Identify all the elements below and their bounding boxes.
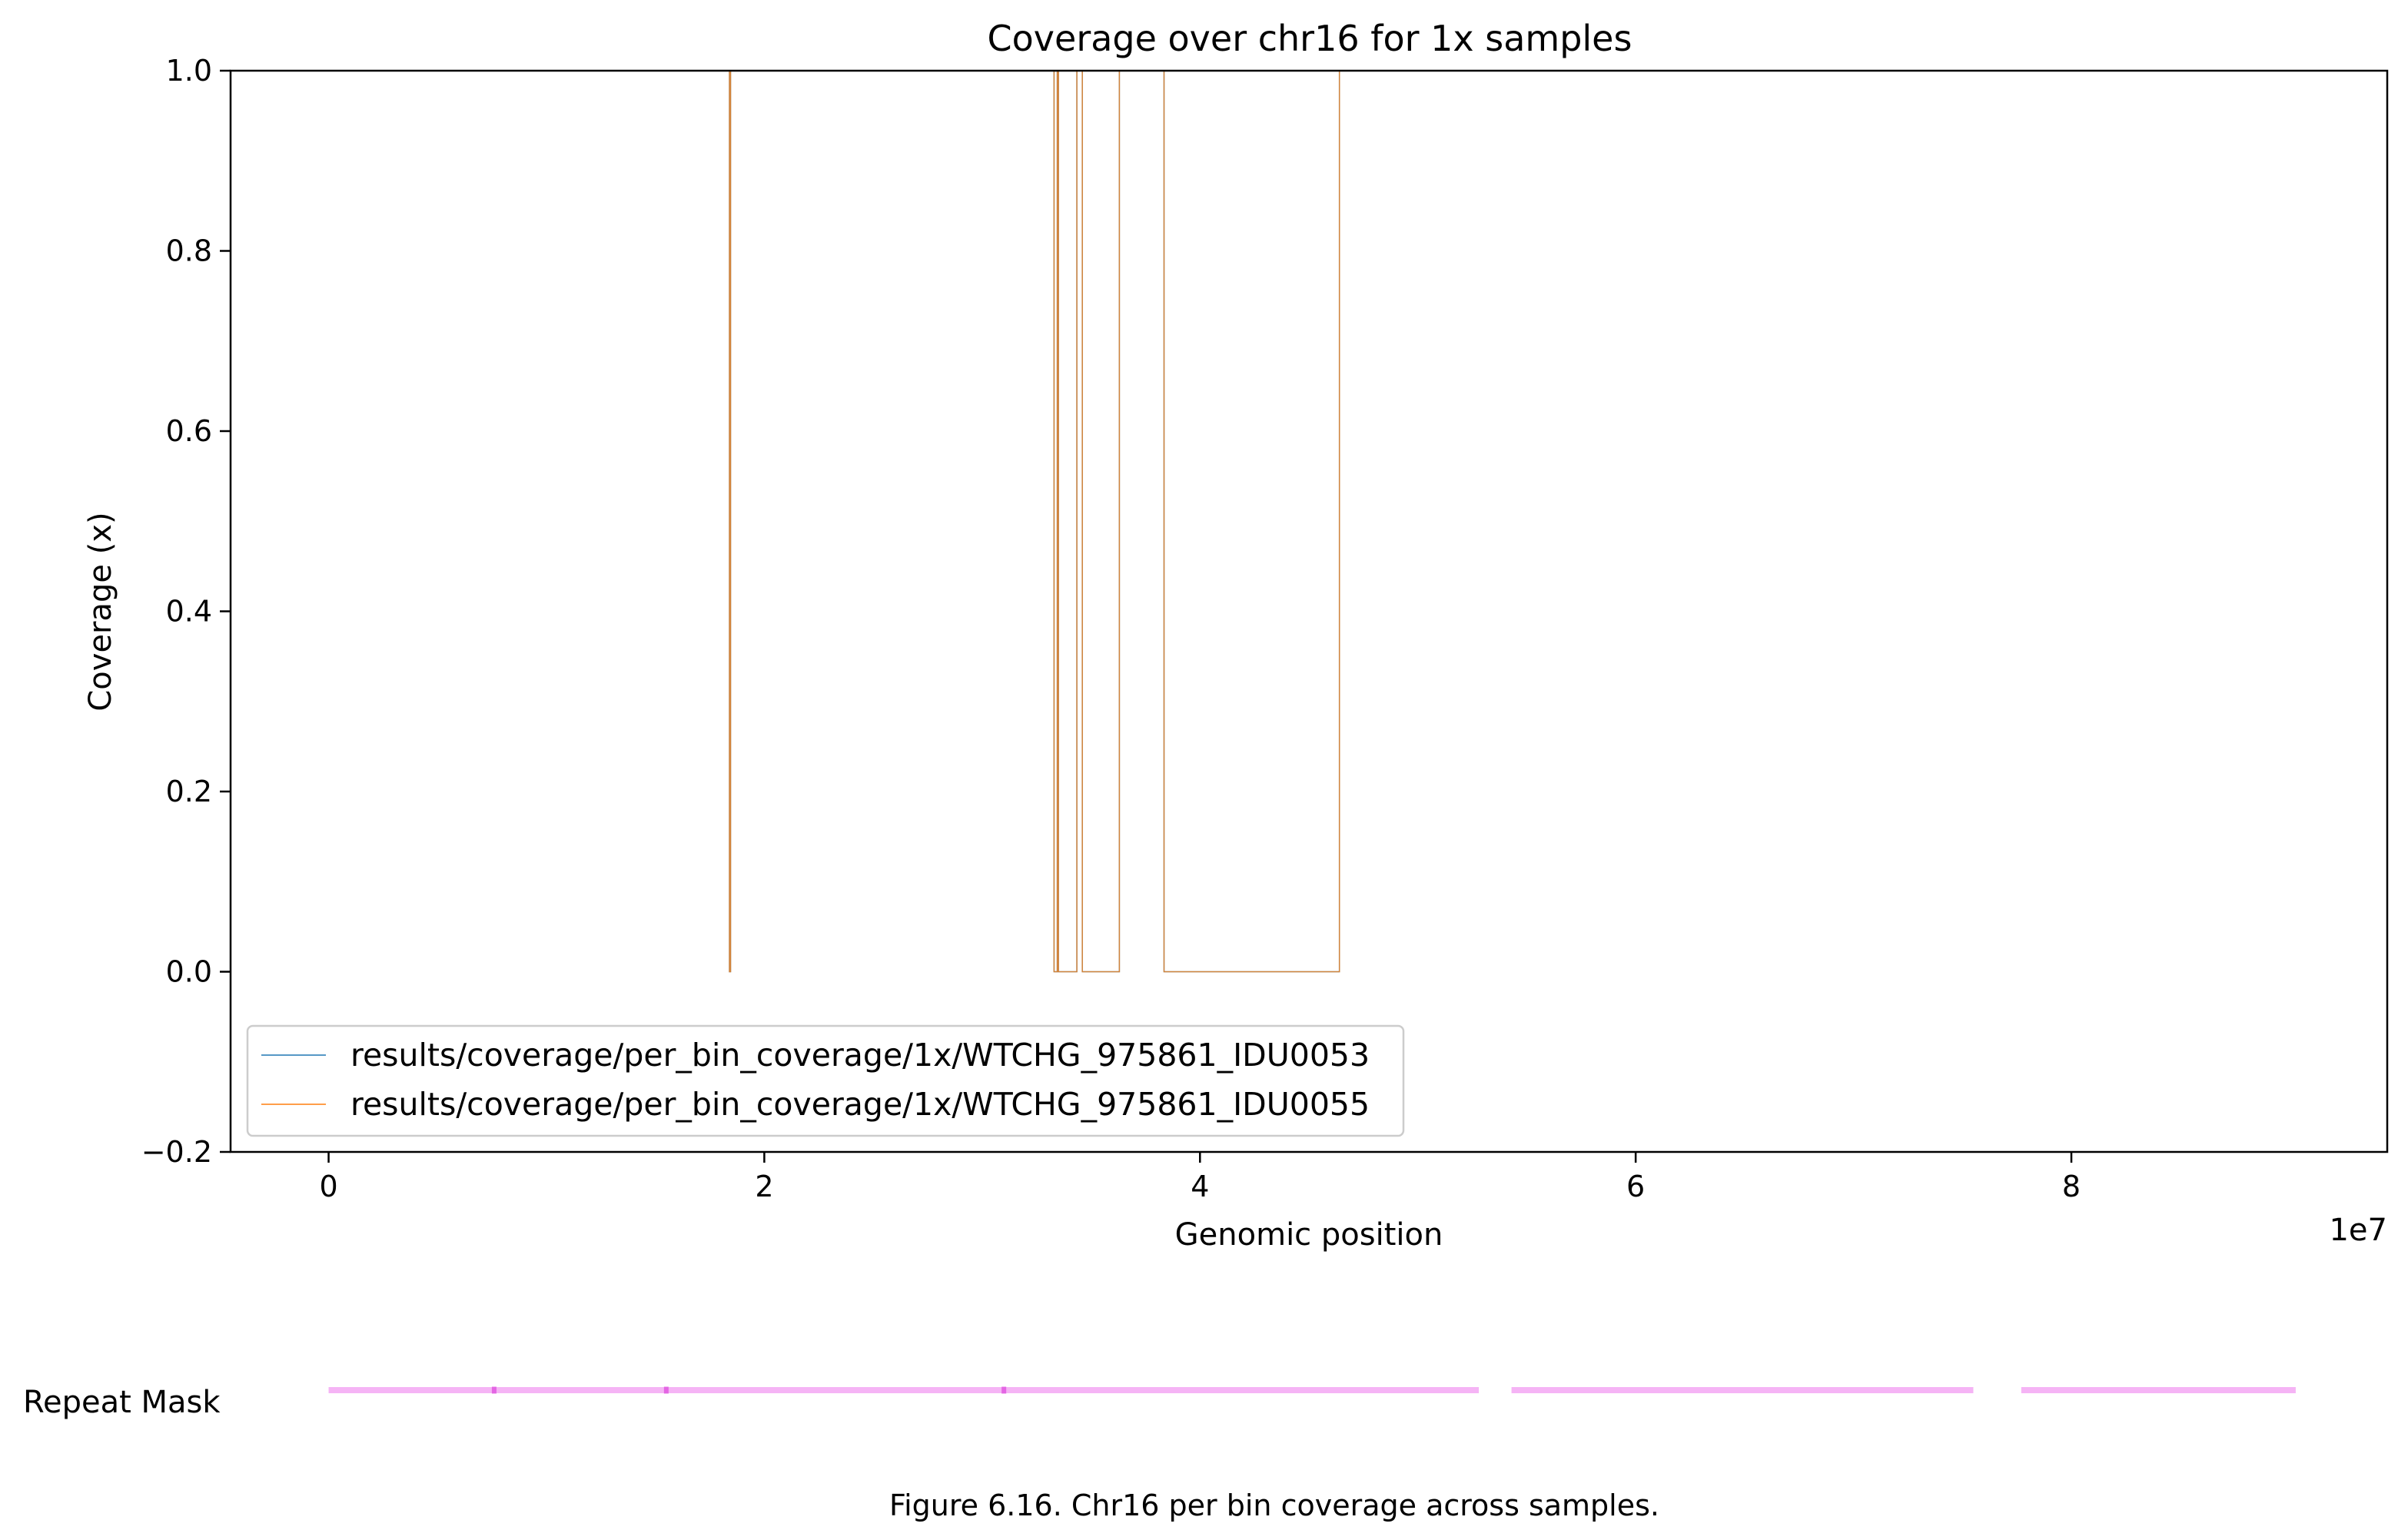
y-axis: −0.2 0.0 0.2 0.4 0.6 0.8 1.0 [141, 54, 231, 1169]
x-axis: 0 2 4 6 8 [319, 1152, 2081, 1203]
legend-box [246, 1024, 1405, 1137]
legend-label-idu0053: results/coverage/per_bin_coverage/1x/WTC… [350, 1037, 1370, 1074]
x-axis-offset-label: 1e7 [2329, 1213, 2387, 1248]
y-tick-label-4: 0.6 [166, 414, 212, 448]
figure-caption: Figure 6.16. Chr16 per bin coverage acro… [889, 1489, 1659, 1522]
repeat-mask-label: Repeat Mask [23, 1385, 221, 1420]
x-tick-label-4: 8 [2062, 1170, 2081, 1203]
chart-title: Coverage over chr16 for 1x samples [988, 18, 1632, 59]
y-tick-label-3: 0.4 [166, 595, 212, 629]
x-axis-label: Genomic position [1175, 1217, 1443, 1253]
legend-label-idu0055: results/coverage/per_bin_coverage/1x/WTC… [350, 1086, 1370, 1123]
y-tick-label-6: 1.0 [166, 54, 212, 88]
legend: results/coverage/per_bin_coverage/1x/WTC… [246, 1024, 1405, 1137]
x-tick-label-2: 4 [1191, 1170, 1209, 1203]
y-tick-label-0: −0.2 [141, 1135, 212, 1169]
y-axis-label: Coverage (x) [83, 512, 118, 711]
y-tick-label-1: 0.0 [166, 955, 212, 989]
series-layer [328, 71, 2387, 973]
x-tick-label-1: 2 [755, 1170, 773, 1203]
repeat-mask-track: Repeat Mask [23, 1385, 2296, 1420]
x-tick-label-0: 0 [319, 1170, 337, 1203]
y-tick-label-2: 0.2 [166, 775, 212, 808]
x-tick-label-3: 6 [1626, 1170, 1645, 1203]
y-tick-label-5: 0.8 [166, 234, 212, 268]
